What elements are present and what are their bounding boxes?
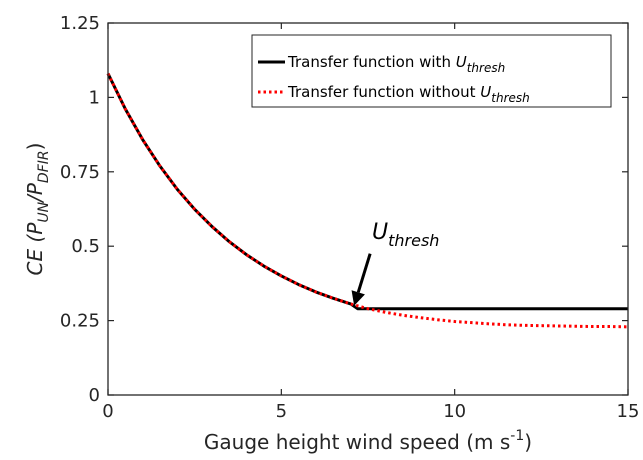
- y-axis-title-subscript-2: DFIR: [36, 150, 52, 183]
- y-axis: 0 0.25 0.5 0.75 1 1.25: [60, 13, 628, 406]
- x-tick-label: 5: [276, 401, 287, 422]
- y-axis-title-end: ): [23, 143, 47, 151]
- y-tick-label: 0: [89, 385, 100, 406]
- y-axis-title-subscript-1: UN: [36, 201, 52, 222]
- y-axis-title-middle: /P: [23, 182, 47, 204]
- series-layer: [106, 72, 629, 329]
- x-axis-title-superscript: -1: [510, 428, 524, 444]
- x-axis: 0 5 10 15: [102, 23, 639, 422]
- x-tick-label: 10: [443, 401, 466, 422]
- legend-entry-1: Transfer function without Uthresh: [287, 83, 530, 105]
- annotation-label: Uthresh: [372, 220, 439, 250]
- legend: Transfer function with Uthresh Transfer …: [251, 34, 612, 108]
- legend-box: [251, 34, 612, 108]
- series-line-1: [106, 72, 629, 329]
- legend-entry-0: Transfer function with Uthresh: [287, 53, 505, 75]
- x-axis-title: Gauge height wind speed (m s-1): [204, 428, 532, 454]
- legend-entry-0-text: Transfer function with: [287, 53, 456, 71]
- annotation-arrow-line: [356, 253, 372, 293]
- legend-entry-0-symbol: U: [456, 53, 467, 71]
- legend-entry-0-subscript: thresh: [467, 61, 505, 75]
- y-tick-label: 1.25: [60, 13, 100, 34]
- y-axis-title: CE (PUN/PDFIR): [23, 143, 52, 276]
- legend-entry-1-symbol: U: [480, 83, 491, 101]
- x-tick-label: 0: [102, 401, 113, 422]
- x-axis-title-main: Gauge height wind speed (m s: [204, 430, 510, 454]
- y-tick-label: 1: [89, 87, 100, 108]
- x-tick-label: 15: [617, 401, 640, 422]
- y-tick-label: 0.5: [71, 236, 100, 257]
- legend-entry-1-text: Transfer function without: [287, 83, 480, 101]
- y-tick-label: 0.25: [60, 311, 100, 332]
- y-axis-title-prefix: CE (P: [23, 222, 47, 276]
- legend-entry-1-subscript: thresh: [491, 91, 529, 105]
- x-axis-title-end: ): [524, 430, 532, 454]
- y-tick-label: 0.75: [60, 162, 100, 183]
- annotation-arrow-head: [351, 290, 365, 306]
- plot-frame: [107, 22, 629, 396]
- annotation: Uthresh: [351, 220, 439, 306]
- annotation-symbol: U: [372, 220, 388, 245]
- annotation-subscript: thresh: [388, 231, 439, 250]
